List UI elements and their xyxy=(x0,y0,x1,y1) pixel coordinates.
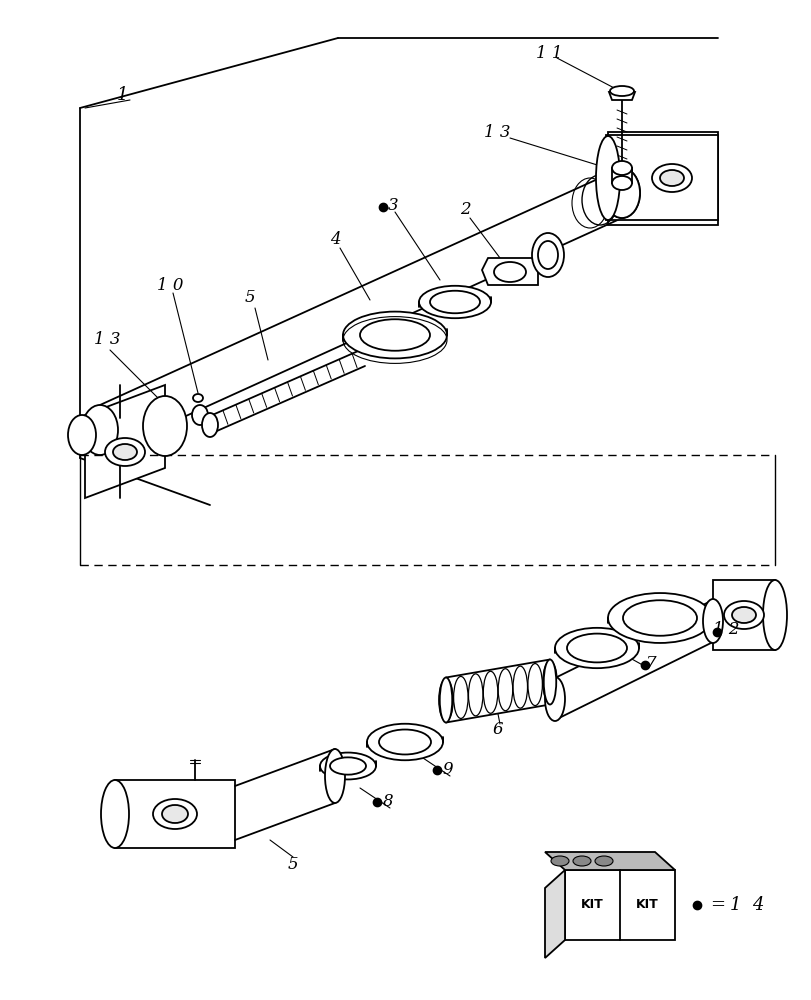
Ellipse shape xyxy=(702,599,722,643)
Ellipse shape xyxy=(611,176,631,190)
Text: 1 3: 1 3 xyxy=(483,124,509,141)
Ellipse shape xyxy=(143,396,187,456)
Ellipse shape xyxy=(82,405,118,455)
Text: 1 2: 1 2 xyxy=(712,621,738,639)
Text: KIT: KIT xyxy=(635,898,658,911)
Ellipse shape xyxy=(595,136,620,220)
Text: =: = xyxy=(709,896,724,914)
Ellipse shape xyxy=(659,170,683,186)
Ellipse shape xyxy=(440,678,452,722)
Ellipse shape xyxy=(105,438,145,466)
Polygon shape xyxy=(115,780,234,848)
Polygon shape xyxy=(712,580,774,650)
Ellipse shape xyxy=(603,168,639,218)
Text: 4: 4 xyxy=(329,232,340,248)
Text: 1  4: 1 4 xyxy=(729,896,764,914)
Polygon shape xyxy=(605,135,717,220)
Polygon shape xyxy=(85,385,165,498)
Ellipse shape xyxy=(342,312,446,358)
Ellipse shape xyxy=(320,753,375,779)
Ellipse shape xyxy=(162,805,188,823)
Ellipse shape xyxy=(152,799,197,829)
Ellipse shape xyxy=(418,286,491,318)
Polygon shape xyxy=(608,92,634,100)
Ellipse shape xyxy=(430,291,479,313)
Polygon shape xyxy=(544,870,564,958)
Ellipse shape xyxy=(324,749,345,803)
Ellipse shape xyxy=(101,780,129,848)
Polygon shape xyxy=(611,168,631,183)
Polygon shape xyxy=(482,258,538,285)
Ellipse shape xyxy=(651,164,691,192)
Text: 7: 7 xyxy=(645,654,655,672)
Ellipse shape xyxy=(723,601,763,629)
Text: 1 1: 1 1 xyxy=(535,45,561,62)
Text: 1 0: 1 0 xyxy=(157,276,183,294)
Ellipse shape xyxy=(551,856,569,866)
Ellipse shape xyxy=(566,634,626,662)
Ellipse shape xyxy=(607,593,711,643)
Text: 6: 6 xyxy=(492,722,503,738)
Polygon shape xyxy=(607,132,717,225)
Text: 2: 2 xyxy=(459,202,470,219)
Polygon shape xyxy=(564,870,674,940)
Text: 1: 1 xyxy=(116,86,127,104)
Ellipse shape xyxy=(762,580,786,650)
Ellipse shape xyxy=(603,168,639,218)
Text: 5: 5 xyxy=(244,290,255,306)
Ellipse shape xyxy=(379,730,431,754)
Ellipse shape xyxy=(611,161,631,175)
Ellipse shape xyxy=(531,233,564,277)
Text: 1 3: 1 3 xyxy=(93,332,120,349)
Polygon shape xyxy=(544,852,674,870)
Ellipse shape xyxy=(554,628,638,668)
Ellipse shape xyxy=(543,660,556,704)
Ellipse shape xyxy=(68,415,96,455)
Ellipse shape xyxy=(538,241,557,269)
Ellipse shape xyxy=(573,856,590,866)
Text: 5: 5 xyxy=(287,856,298,874)
Text: 9: 9 xyxy=(442,761,453,778)
Ellipse shape xyxy=(193,394,203,402)
Ellipse shape xyxy=(202,413,217,437)
Ellipse shape xyxy=(544,677,564,721)
Ellipse shape xyxy=(367,724,443,760)
Ellipse shape xyxy=(359,319,430,351)
Ellipse shape xyxy=(493,262,526,282)
Text: KIT: KIT xyxy=(580,898,603,911)
Ellipse shape xyxy=(622,600,696,636)
Ellipse shape xyxy=(191,405,208,425)
Ellipse shape xyxy=(113,444,137,460)
Ellipse shape xyxy=(731,607,755,623)
Ellipse shape xyxy=(329,757,366,775)
Text: 3: 3 xyxy=(387,196,398,214)
Text: 8: 8 xyxy=(382,793,393,810)
Ellipse shape xyxy=(609,86,633,96)
Ellipse shape xyxy=(594,856,612,866)
